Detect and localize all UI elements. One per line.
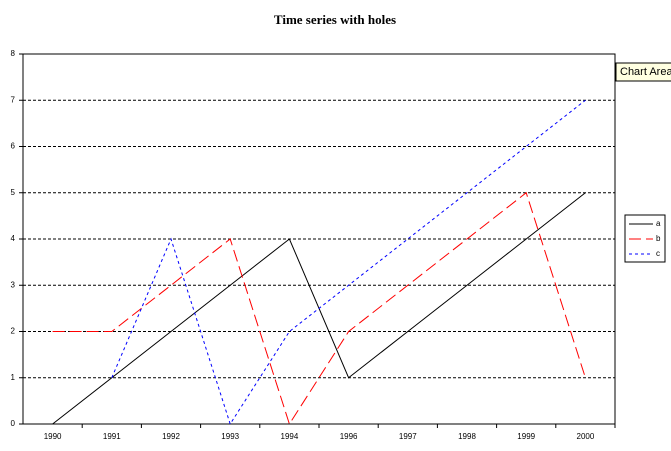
legend-label: a	[656, 219, 661, 228]
y-tick-label: 3	[11, 280, 16, 289]
chart-title: Time series with holes	[274, 12, 396, 27]
x-tick-label: 1997	[399, 432, 417, 441]
x-tick-label: 1990	[44, 432, 62, 441]
x-tick-label: 1993	[221, 432, 239, 441]
y-tick-label: 5	[11, 188, 16, 197]
y-tick-label: 2	[11, 327, 16, 336]
tooltip: Chart Area	[620, 66, 671, 78]
legend-label: b	[656, 234, 661, 243]
x-tick-label: 1994	[281, 432, 299, 441]
y-tick-label: 1	[11, 373, 16, 382]
x-tick-label: 1996	[340, 432, 358, 441]
x-tick-label: 1999	[517, 432, 535, 441]
y-tick-label: 0	[11, 419, 16, 428]
y-tick-label: 7	[11, 95, 16, 104]
y-tick-label: 6	[11, 142, 16, 151]
tooltip-box	[615, 62, 671, 82]
legend-label: c	[656, 249, 660, 258]
y-tick-label: 4	[11, 234, 16, 243]
x-tick-label: 1992	[162, 432, 180, 441]
y-tick-label: 8	[11, 49, 16, 58]
line	[52, 191, 586, 426]
x-tick-label: 2000	[577, 432, 595, 441]
line	[111, 99, 586, 426]
x-tick-label: 1991	[103, 432, 121, 441]
x-tick-label: 1998	[458, 432, 476, 441]
